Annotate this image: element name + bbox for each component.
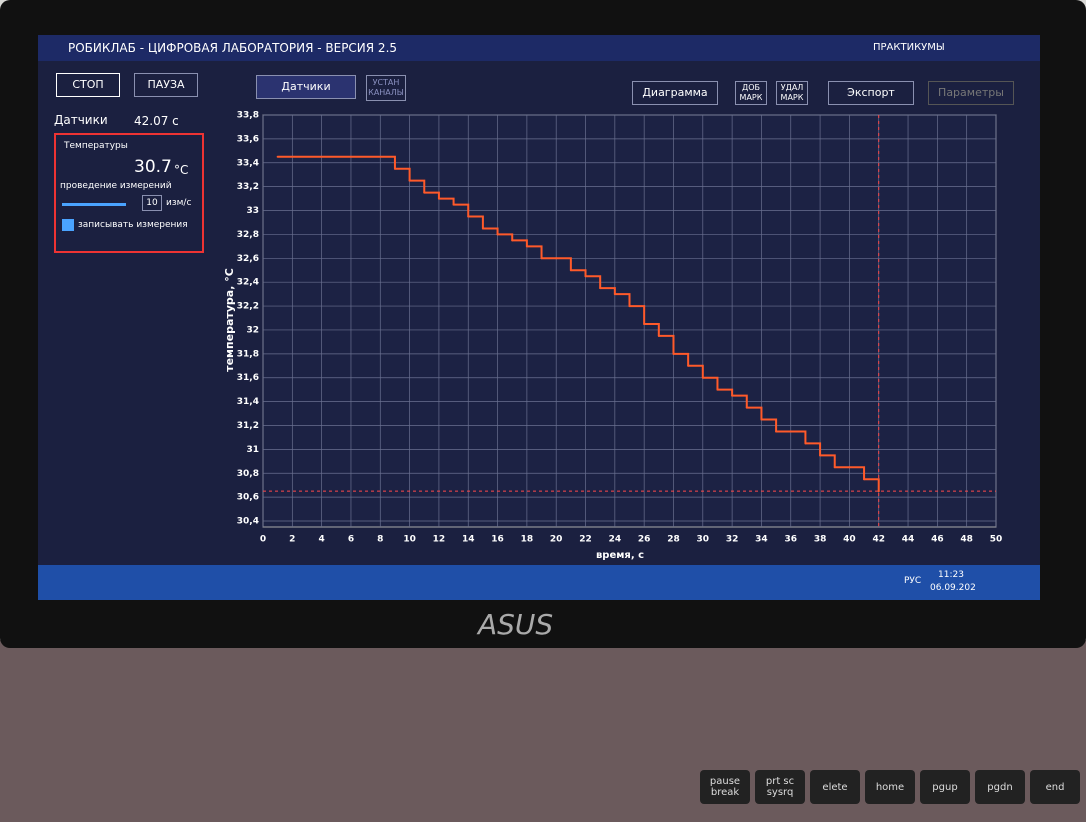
- x-tick-label: 44: [902, 535, 915, 545]
- y-tick-label: 30,4: [237, 517, 259, 527]
- y-tick-label: 32,8: [237, 230, 259, 240]
- key[interactable]: elete: [810, 770, 860, 804]
- key[interactable]: pause break: [700, 770, 750, 804]
- x-tick-label: 4: [319, 535, 325, 545]
- y-tick-label: 32,6: [237, 254, 259, 264]
- y-tick-label: 32: [246, 325, 259, 335]
- key[interactable]: end: [1030, 770, 1080, 804]
- key[interactable]: prt sc sysrq: [755, 770, 805, 804]
- y-tick-label: 32,4: [237, 278, 259, 288]
- key[interactable]: pgup: [920, 770, 970, 804]
- x-tick-label: 42: [872, 535, 885, 545]
- x-tick-label: 24: [609, 535, 622, 545]
- key[interactable]: pgdn: [975, 770, 1025, 804]
- y-axis-label: температура, °C: [223, 268, 236, 372]
- x-tick-label: 20: [550, 535, 563, 545]
- x-tick-label: 6: [348, 535, 354, 545]
- x-tick-label: 50: [990, 535, 1003, 545]
- x-tick-label: 0: [260, 535, 266, 545]
- y-tick-label: 33,2: [237, 182, 259, 192]
- x-tick-label: 2: [289, 535, 295, 545]
- y-tick-label: 33: [246, 206, 259, 216]
- x-tick-label: 14: [462, 535, 475, 545]
- x-tick-label: 32: [726, 535, 739, 545]
- x-tick-label: 28: [667, 535, 680, 545]
- x-tick-label: 38: [814, 535, 827, 545]
- x-tick-label: 26: [638, 535, 651, 545]
- y-tick-label: 33,8: [237, 111, 259, 121]
- y-tick-label: 31: [246, 445, 259, 455]
- photo: ASUS РОБИКЛАБ - ЦИФРОВАЯ ЛАБОРАТОРИЯ - В…: [0, 0, 1086, 822]
- x-tick-label: 12: [433, 535, 446, 545]
- x-axis-label: время, с: [596, 550, 644, 561]
- x-tick-label: 36: [784, 535, 797, 545]
- y-tick-label: 31,2: [237, 421, 259, 431]
- y-tick-label: 33,4: [237, 158, 259, 168]
- x-tick-label: 34: [755, 535, 768, 545]
- x-tick-label: 16: [491, 535, 504, 545]
- y-tick-label: 32,2: [237, 302, 259, 312]
- x-tick-label: 10: [403, 535, 416, 545]
- y-tick-label: 33,6: [237, 134, 259, 144]
- x-tick-label: 46: [931, 535, 944, 545]
- y-tick-label: 31,6: [237, 373, 259, 383]
- x-tick-label: 30: [697, 535, 710, 545]
- plot-area: [263, 115, 996, 527]
- x-tick-label: 48: [960, 535, 973, 545]
- key[interactable]: home: [865, 770, 915, 804]
- x-tick-label: 22: [579, 535, 592, 545]
- y-tick-label: 31,8: [237, 349, 259, 359]
- x-tick-label: 40: [843, 535, 856, 545]
- y-tick-label: 31,4: [237, 397, 259, 407]
- y-tick-label: 30,8: [237, 469, 259, 479]
- y-tick-label: 30,6: [237, 493, 259, 503]
- chart: температура, °C время, с 30,4 30,6 30,8 31 3…: [0, 0, 1086, 640]
- x-tick-label: 8: [377, 535, 383, 545]
- x-tick-label: 18: [521, 535, 534, 545]
